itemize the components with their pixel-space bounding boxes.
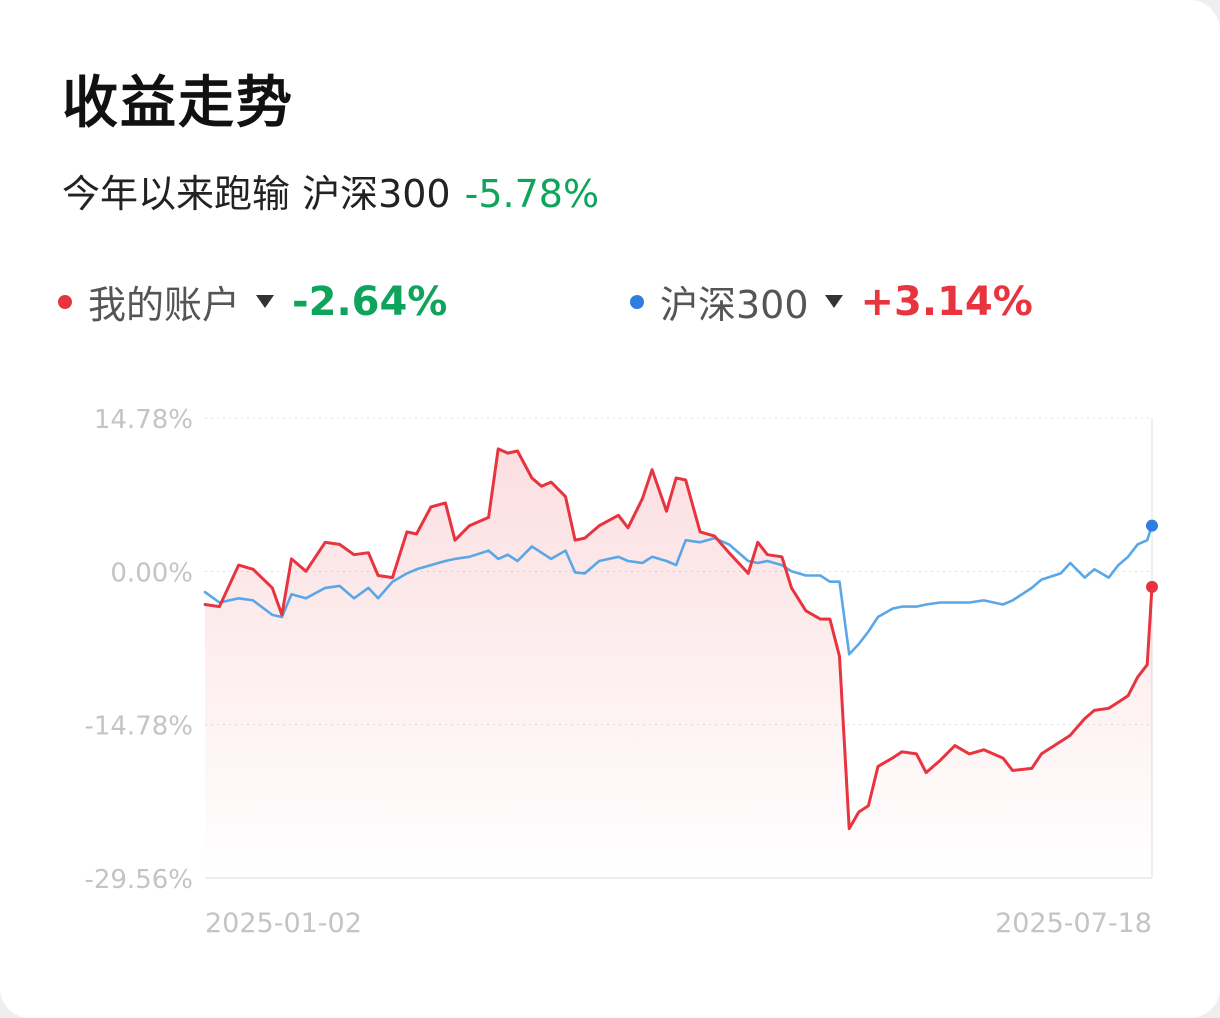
legend-index-selector[interactable]: 沪深300 +3.14%	[630, 274, 1033, 329]
index-series-return: +3.14%	[860, 278, 1033, 325]
index-series-dot	[630, 294, 644, 309]
comparison-summary: 今年以来跑输 沪深300 -5.78%	[62, 163, 599, 218]
comparison-value: -5.78%	[464, 172, 600, 216]
account-series-return: -2.64%	[292, 278, 448, 325]
index-end-point	[1146, 519, 1158, 532]
x-tick-label: 2025-07-18	[995, 908, 1152, 939]
chevron-down-icon[interactable]	[256, 295, 275, 308]
card-title: 收益走势	[62, 71, 294, 136]
y-tick-label: 14.78%	[94, 405, 193, 435]
y-tick-label: -14.78%	[84, 712, 193, 742]
y-tick-label: 0.00%	[110, 558, 193, 588]
index-series-name: 沪深300	[660, 283, 809, 327]
account-series-name: 我的账户	[88, 283, 241, 327]
returns-line-chart[interactable]: 14.78% 0.00% -14.78% -29.56% 2025-01-02 2025-…	[0, 380, 1220, 960]
y-tick-label: -29.56%	[84, 865, 193, 895]
index-series-line	[203, 524, 1154, 656]
account-series-line	[203, 447, 1154, 831]
account-series-dot	[58, 294, 72, 309]
legend-account-selector[interactable]: 我的账户 -2.64%	[58, 274, 447, 329]
account-end-point	[1146, 580, 1158, 593]
comparison-label: 今年以来跑输 沪深300	[62, 172, 451, 216]
chevron-down-icon[interactable]	[824, 295, 843, 308]
x-tick-label: 2025-01-02	[205, 908, 362, 939]
account-series-area	[205, 448, 1152, 878]
